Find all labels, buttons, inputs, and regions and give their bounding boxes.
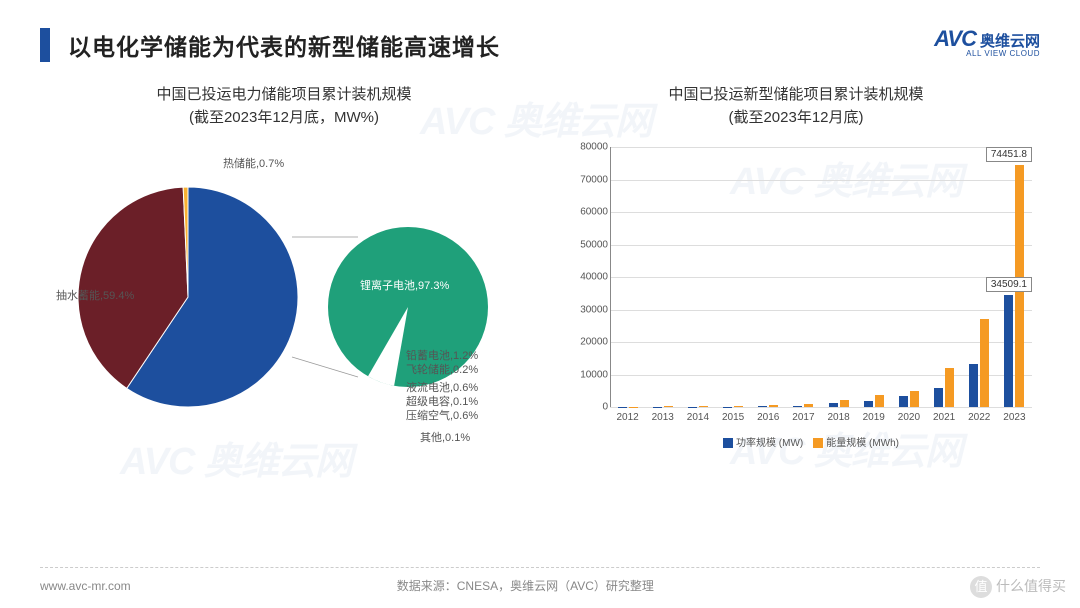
y-axis-tick: 50000 [570,239,608,250]
y-axis-tick: 70000 [570,174,608,185]
bar [969,364,978,407]
bar-legend: 功率规模 (MW)能量规模 (MWh) [570,434,1042,449]
x-axis-tick: 2016 [757,412,779,423]
bar [758,406,767,407]
bar [840,400,849,407]
bar [910,391,919,407]
y-axis-tick: 80000 [570,142,608,153]
bar [804,404,813,407]
pie-slice-label: 热储能,0.7% [223,155,284,171]
pie-plot-area: 抽水蓄能,59.4%热储能,0.7%锂离子电池,97.3%铅蓄电池,1.2%飞轮… [48,137,540,457]
y-axis-tick: 60000 [570,207,608,218]
x-axis-tick: 2023 [1003,412,1025,423]
bar-callout: 74451.8 [986,147,1032,162]
x-axis-tick: 2013 [652,412,674,423]
y-axis-tick: 30000 [570,304,608,315]
pie-title-l2: (截至2023年12月底，MW%) [189,109,379,126]
logo-text-main: AVC [934,26,976,51]
bar [934,388,943,407]
bar-group [962,319,997,407]
header: 以电化学储能为代表的新型储能高速增长 [0,0,1080,72]
footer-url: www.avc-mr.com [40,579,131,593]
x-axis-tick: 2021 [933,412,955,423]
bar-group [716,406,751,407]
pie-slice-label: 其他,0.1% [420,429,470,445]
x-axis-tick: 2015 [722,412,744,423]
bar-plot-area: 0 10000 20000 30000 40000 50000 60000 70000 8000… [570,137,1042,457]
footer-divider [40,567,1040,568]
x-axis-tick: 2012 [616,412,638,423]
x-axis-tick: 2019 [863,412,885,423]
bar [829,403,838,407]
y-axis-tick: 40000 [570,272,608,283]
pie-title-l1: 中国已投运电力储能项目累计装机规模 [156,86,411,103]
pie-chart-panel: 中国已投运电力储能项目累计装机规模 (截至2023年12月底，MW%) 抽水蓄能… [28,84,540,457]
bar [945,368,954,407]
y-axis-tick: 0 [570,402,608,413]
bar [664,406,673,407]
bar [1004,295,1013,407]
x-axis-tick: 2022 [968,412,990,423]
logo-text-cn: 奥维云网 [980,30,1040,51]
bar-chart-title: 中国已投运新型储能项目累计装机规模 (截至2023年12月底) [540,84,1052,129]
page-title: 以电化学储能为代表的新型储能高速增长 [68,28,500,62]
bar-group [786,404,821,407]
x-axis-tick: 2017 [792,412,814,423]
bar [980,319,989,407]
pie-chart-title: 中国已投运电力储能项目累计装机规模 (截至2023年12月底，MW%) [28,84,540,129]
footer: www.avc-mr.com 数据来源：CNESA，奥维云网（AVC）研究整理 [0,577,1080,594]
bar-group [751,405,786,407]
bar [734,406,743,407]
bar-group [821,400,856,407]
pie-slice-label: 锂离子电池,97.3% [360,277,449,293]
bar [793,406,802,407]
pie-slice-label: 飞轮储能,0.2% [406,361,478,377]
bar-title-l2: (截至2023年12月底) [728,109,863,126]
x-axis-tick: 2018 [827,412,849,423]
bar-group [680,406,715,407]
pie-slice-label: 抽水蓄能,59.4% [56,287,134,303]
corner-watermark: 值什么值得买 [970,576,1066,598]
bar [699,406,708,407]
y-axis-tick: 20000 [570,337,608,348]
footer-source: 数据来源：CNESA，奥维云网（AVC）研究整理 [397,577,654,594]
bar [864,401,873,407]
bar-chart-panel: 中国已投运新型储能项目累计装机规模 (截至2023年12月底) 0 10000 20… [540,84,1052,457]
pie-slice-label: 压缩空气,0.6% [406,407,478,423]
bar-group [891,391,926,407]
bar-group [927,368,962,407]
bar [875,395,884,407]
brand-logo: AVC奥维云网 ALL VIEW CLOUD [934,26,1040,58]
corner-text: 什么值得买 [996,578,1066,594]
bar [769,405,778,407]
bar-title-l1: 中国已投运新型储能项目累计装机规模 [668,86,923,103]
bar [899,396,908,407]
gridline [610,407,1032,408]
bar-group [856,395,891,407]
bar-plot [610,147,1032,407]
y-axis-tick: 10000 [570,369,608,380]
corner-icon: 值 [970,576,992,598]
bar-callout: 34509.1 [986,277,1032,292]
title-accent-bar [40,28,50,62]
x-axis-tick: 2020 [898,412,920,423]
x-axis-tick: 2014 [687,412,709,423]
bar-group [645,406,680,407]
